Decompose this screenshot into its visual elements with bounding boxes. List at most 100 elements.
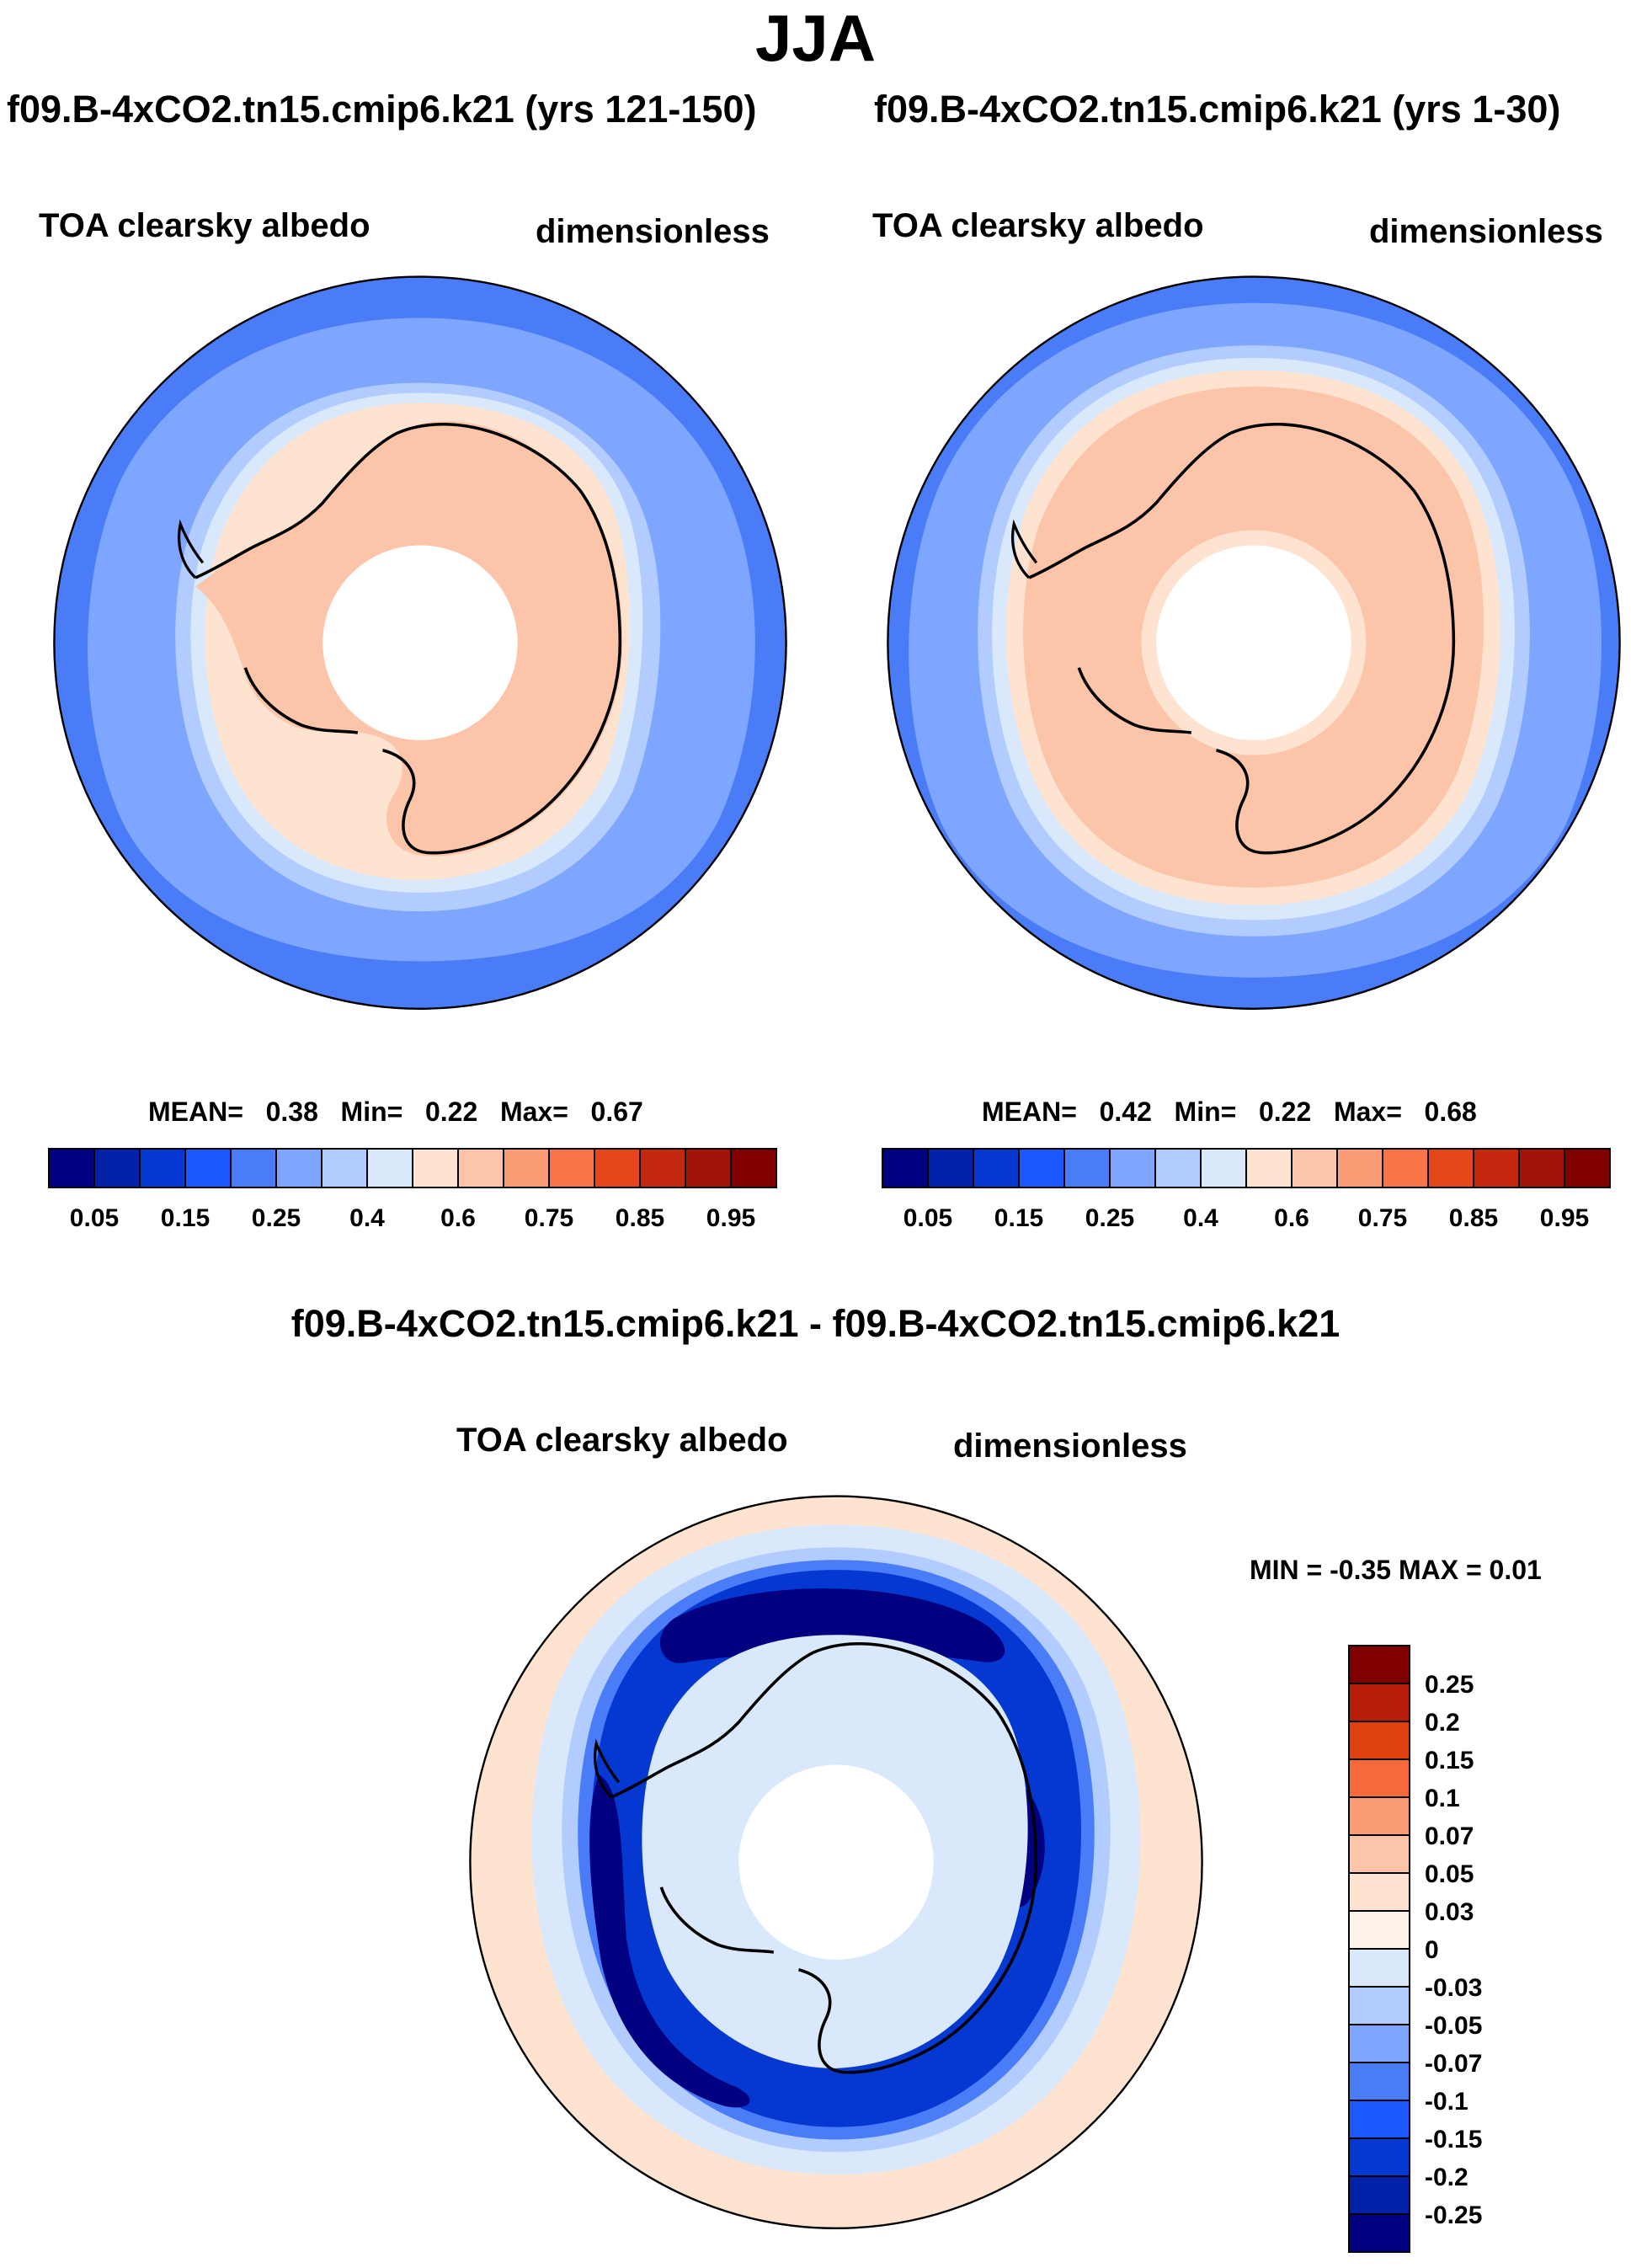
colorbar-difference: 0.25 0.2 0.15 0.1 0.07 0.05 0.03 0 -0.03 -0.05 -0.… <box>1348 1645 1482 2253</box>
colorbar-label: -0.05 <box>1425 2012 1482 2040</box>
max-label: Max= <box>499 1097 568 1127</box>
colorbar-box <box>1348 1910 1410 1950</box>
colorbar-box <box>1245 1148 1293 1188</box>
colorbar-box <box>1348 1986 1410 2025</box>
colorbar-label: 0.25 <box>1425 1671 1474 1699</box>
map-boundary <box>887 275 1621 1010</box>
coastline <box>195 422 622 855</box>
map-difference <box>469 1495 1203 2229</box>
colorbar-box <box>1291 1148 1338 1188</box>
map-right <box>887 275 1621 1010</box>
colorbar-box <box>1336 1148 1383 1188</box>
peninsula <box>177 519 205 579</box>
colorbar-label: 0.05 <box>1425 1860 1474 1888</box>
colorbar-label: 0.4 <box>1183 1204 1218 1232</box>
colorbar-box <box>1063 1148 1111 1188</box>
colorbar-label: 0 <box>1425 1936 1439 1964</box>
pole-hole <box>322 545 518 740</box>
pole-hole <box>738 1764 934 1960</box>
colorbar-label: 0.25 <box>1085 1204 1134 1232</box>
colorbar-box <box>457 1148 504 1188</box>
colorbar-label: 0.05 <box>70 1204 119 1232</box>
colorbar-box <box>594 1148 641 1188</box>
colorbar-label: -0.03 <box>1425 1974 1482 2002</box>
mean-label: MEAN= <box>148 1097 243 1127</box>
colorbar-box <box>1348 1645 1410 1684</box>
colorbar-right: 0.05 0.15 0.25 0.4 0.6 0.75 0.85 0.95 <box>882 1148 1611 1232</box>
panel-right-stats: MEAN= 0.42 Min= 0.22 Max= 0.68 <box>982 1097 1477 1128</box>
coastline <box>610 1641 1038 2074</box>
difference-minmax: MIN = -0.35 MAX = 0.01 <box>1250 1555 1542 1585</box>
map-left <box>53 275 787 1010</box>
difference-units: dimensionless <box>953 1428 1187 1465</box>
colorbar-box <box>730 1148 777 1188</box>
colorbar-box <box>1348 2100 1410 2139</box>
colorbar-label: 0.85 <box>616 1204 664 1232</box>
colorbar-box <box>685 1148 732 1188</box>
min-value: 0.22 <box>1258 1097 1312 1127</box>
map-boundary <box>469 1495 1203 2229</box>
colorbar-label: 0.05 <box>903 1204 952 1232</box>
colorbar-label: 0.95 <box>1540 1204 1589 1232</box>
colorbar-box <box>1427 1148 1474 1188</box>
colorbar-box <box>139 1148 186 1188</box>
colorbar-box <box>48 1148 95 1188</box>
colorbar-label: 0.15 <box>161 1204 210 1232</box>
colorbar-label: 0.4 <box>349 1204 385 1232</box>
pole-hole <box>1156 545 1351 740</box>
colorbar-box <box>184 1148 232 1188</box>
colorbar-box <box>639 1148 686 1188</box>
colorbar-label: 0.85 <box>1449 1204 1498 1232</box>
max-value: 0.68 <box>1424 1097 1477 1127</box>
min-value: 0.22 <box>424 1097 478 1127</box>
colorbar-box <box>548 1148 595 1188</box>
colorbar-label: 0.6 <box>1274 1204 1309 1232</box>
max-value: 0.67 <box>590 1097 643 1127</box>
mean-label: MEAN= <box>982 1097 1077 1127</box>
panel-left-units: dimensionless <box>536 213 770 250</box>
colorbar-box <box>1200 1148 1247 1188</box>
colorbar-box <box>1348 2175 1410 2215</box>
panel-left-stats: MEAN= 0.38 Min= 0.22 Max= 0.67 <box>148 1097 643 1128</box>
colorbar-box <box>366 1148 413 1188</box>
colorbar-box <box>1348 1948 1410 1988</box>
mean-value: 0.42 <box>1099 1097 1152 1127</box>
mean-value: 0.38 <box>265 1097 318 1127</box>
colorbar-label: 0.75 <box>1358 1204 1407 1232</box>
colorbar-box <box>93 1148 141 1188</box>
difference-variable: TOA clearsky albedo <box>456 1422 788 1459</box>
colorbar-label: 0.07 <box>1425 1822 1474 1850</box>
colorbar-box <box>973 1148 1020 1188</box>
colorbar-box <box>1018 1148 1065 1188</box>
colorbar-label: 0.15 <box>1425 1747 1474 1774</box>
colorbar-box <box>1518 1148 1565 1188</box>
panel-left-variable: TOA clearsky albedo <box>39 207 370 244</box>
colorbar-label: 0.25 <box>252 1204 301 1232</box>
panel-right-units: dimensionless <box>1369 213 1603 250</box>
panel-left-case-title: f09.B-4xCO2.tn15.cmip6.k21 (yrs 121-150) <box>7 88 757 131</box>
colorbar-box <box>230 1148 277 1188</box>
colorbar-label: -0.07 <box>1425 2050 1482 2078</box>
colorbar-label: 0.1 <box>1425 1785 1460 1812</box>
colorbar-box <box>1348 2024 1410 2063</box>
difference-title: f09.B-4xCO2.tn15.cmip6.k21 - f09.B-4xCO2… <box>290 1302 1341 1345</box>
map-boundary <box>53 275 787 1010</box>
colorbar-box <box>1348 2137 1410 2177</box>
colorbar-box <box>1348 1758 1410 1798</box>
colorbar-label: -0.1 <box>1425 2088 1468 2116</box>
panel-right-variable: TOA clearsky albedo <box>872 207 1204 244</box>
colorbar-box <box>1348 1721 1410 1760</box>
colorbar-label: 0.6 <box>440 1204 476 1232</box>
colorbar-label: -0.15 <box>1425 2126 1482 2153</box>
min-label: Min= <box>340 1097 403 1127</box>
colorbar-label: 0.03 <box>1425 1898 1474 1926</box>
colorbar-label: 0.2 <box>1425 1709 1460 1737</box>
colorbar-box <box>1348 2062 1410 2101</box>
colorbar-box <box>321 1148 368 1188</box>
panel-right-case-title: f09.B-4xCO2.tn15.cmip6.k21 (yrs 1-30) <box>874 88 1561 131</box>
colorbar-label: 0.15 <box>994 1204 1043 1232</box>
peninsula <box>593 1738 621 1799</box>
colorbar-left: 0.05 0.15 0.25 0.4 0.6 0.75 0.85 0.95 <box>48 1148 777 1232</box>
colorbar-box <box>503 1148 550 1188</box>
colorbar-label: -0.2 <box>1425 2164 1468 2191</box>
